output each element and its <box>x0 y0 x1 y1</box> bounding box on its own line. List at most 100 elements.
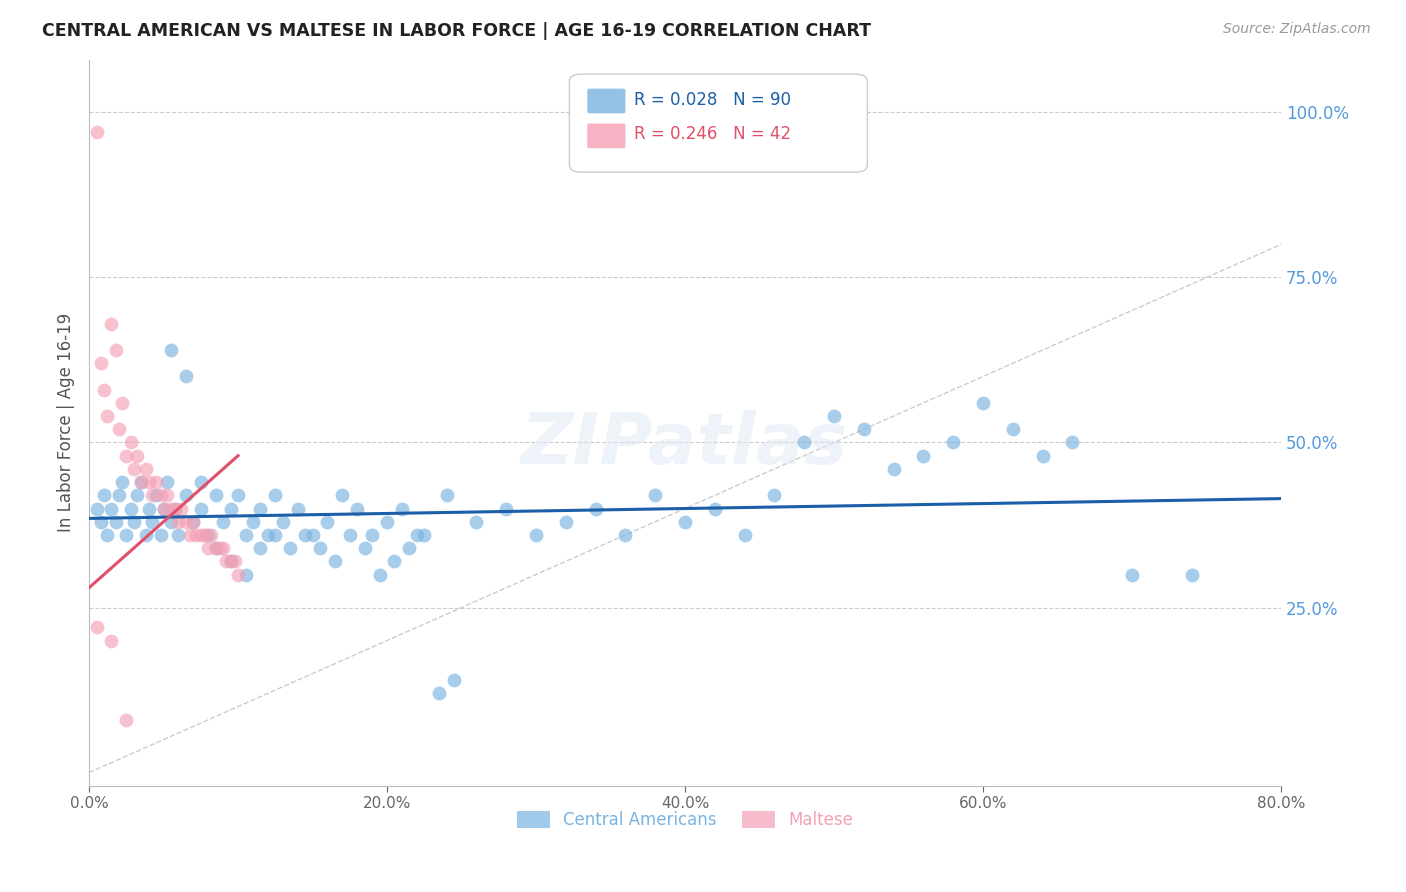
Point <box>174 488 197 502</box>
Point <box>287 501 309 516</box>
Point <box>149 528 172 542</box>
Point <box>149 488 172 502</box>
Point <box>129 475 152 489</box>
Point <box>330 488 353 502</box>
Point <box>278 541 301 555</box>
Text: CENTRAL AMERICAN VS MALTESE IN LABOR FORCE | AGE 16-19 CORRELATION CHART: CENTRAL AMERICAN VS MALTESE IN LABOR FOR… <box>42 22 872 40</box>
Point <box>141 488 163 502</box>
Point <box>155 475 177 489</box>
Point <box>190 475 212 489</box>
Point <box>100 633 122 648</box>
Point <box>524 528 547 542</box>
Point <box>209 541 232 555</box>
Point <box>1062 435 1084 450</box>
Point <box>368 567 391 582</box>
Point <box>391 501 413 516</box>
Point <box>443 673 465 688</box>
Point <box>152 501 174 516</box>
Point <box>165 501 187 516</box>
Point <box>942 435 965 450</box>
Point <box>384 554 406 568</box>
Point <box>190 528 212 542</box>
Point <box>734 528 756 542</box>
Point <box>224 554 246 568</box>
Point <box>104 343 127 357</box>
Point <box>793 435 815 450</box>
Point <box>135 462 157 476</box>
Point <box>138 501 160 516</box>
Point <box>852 422 875 436</box>
Point <box>86 501 108 516</box>
Point <box>226 567 249 582</box>
Point <box>160 501 183 516</box>
Point <box>972 396 994 410</box>
Point <box>361 528 384 542</box>
Point <box>160 343 183 357</box>
Point <box>93 488 115 502</box>
Point <box>644 488 666 502</box>
FancyBboxPatch shape <box>569 74 868 172</box>
Point <box>316 515 339 529</box>
Point <box>125 488 148 502</box>
Point <box>398 541 420 555</box>
Point <box>219 501 242 516</box>
Point <box>111 475 134 489</box>
Text: ZIPatlas: ZIPatlas <box>522 410 849 479</box>
Point <box>554 515 576 529</box>
Point <box>170 501 193 516</box>
Point <box>155 488 177 502</box>
Point <box>1121 567 1143 582</box>
Point <box>141 515 163 529</box>
Point <box>96 409 118 423</box>
Point <box>301 528 323 542</box>
Point <box>186 528 208 542</box>
Point <box>111 396 134 410</box>
Point <box>912 449 935 463</box>
Point <box>167 528 190 542</box>
Point <box>152 501 174 516</box>
Point <box>190 501 212 516</box>
Point <box>1032 449 1054 463</box>
Point <box>179 528 201 542</box>
Point <box>212 541 235 555</box>
Point <box>90 515 112 529</box>
Point <box>242 515 264 529</box>
Legend: Central Americans, Maltese: Central Americans, Maltese <box>510 804 860 836</box>
Text: Source: ZipAtlas.com: Source: ZipAtlas.com <box>1223 22 1371 37</box>
Point <box>183 515 205 529</box>
Point <box>323 554 346 568</box>
Point <box>427 686 450 700</box>
Point <box>129 475 152 489</box>
Point <box>100 317 122 331</box>
Point <box>145 475 167 489</box>
Point <box>93 383 115 397</box>
Point <box>145 488 167 502</box>
Point <box>194 528 217 542</box>
Point <box>197 541 219 555</box>
Point <box>138 475 160 489</box>
Point <box>294 528 316 542</box>
Y-axis label: In Labor Force | Age 16-19: In Labor Force | Age 16-19 <box>58 313 75 533</box>
Point <box>122 515 145 529</box>
Point <box>585 501 607 516</box>
FancyBboxPatch shape <box>588 88 626 113</box>
Point <box>413 528 436 542</box>
Point <box>763 488 786 502</box>
Point <box>212 515 235 529</box>
Point <box>309 541 332 555</box>
Point <box>204 488 226 502</box>
Point <box>215 554 238 568</box>
Point <box>104 515 127 529</box>
Point <box>226 488 249 502</box>
Point <box>495 501 517 516</box>
Point <box>235 528 257 542</box>
Point <box>353 541 375 555</box>
Point <box>108 422 131 436</box>
Point <box>823 409 845 423</box>
Point <box>100 501 122 516</box>
Point <box>90 356 112 370</box>
Point <box>160 515 183 529</box>
Point <box>125 449 148 463</box>
Point <box>249 501 271 516</box>
Point <box>346 501 368 516</box>
